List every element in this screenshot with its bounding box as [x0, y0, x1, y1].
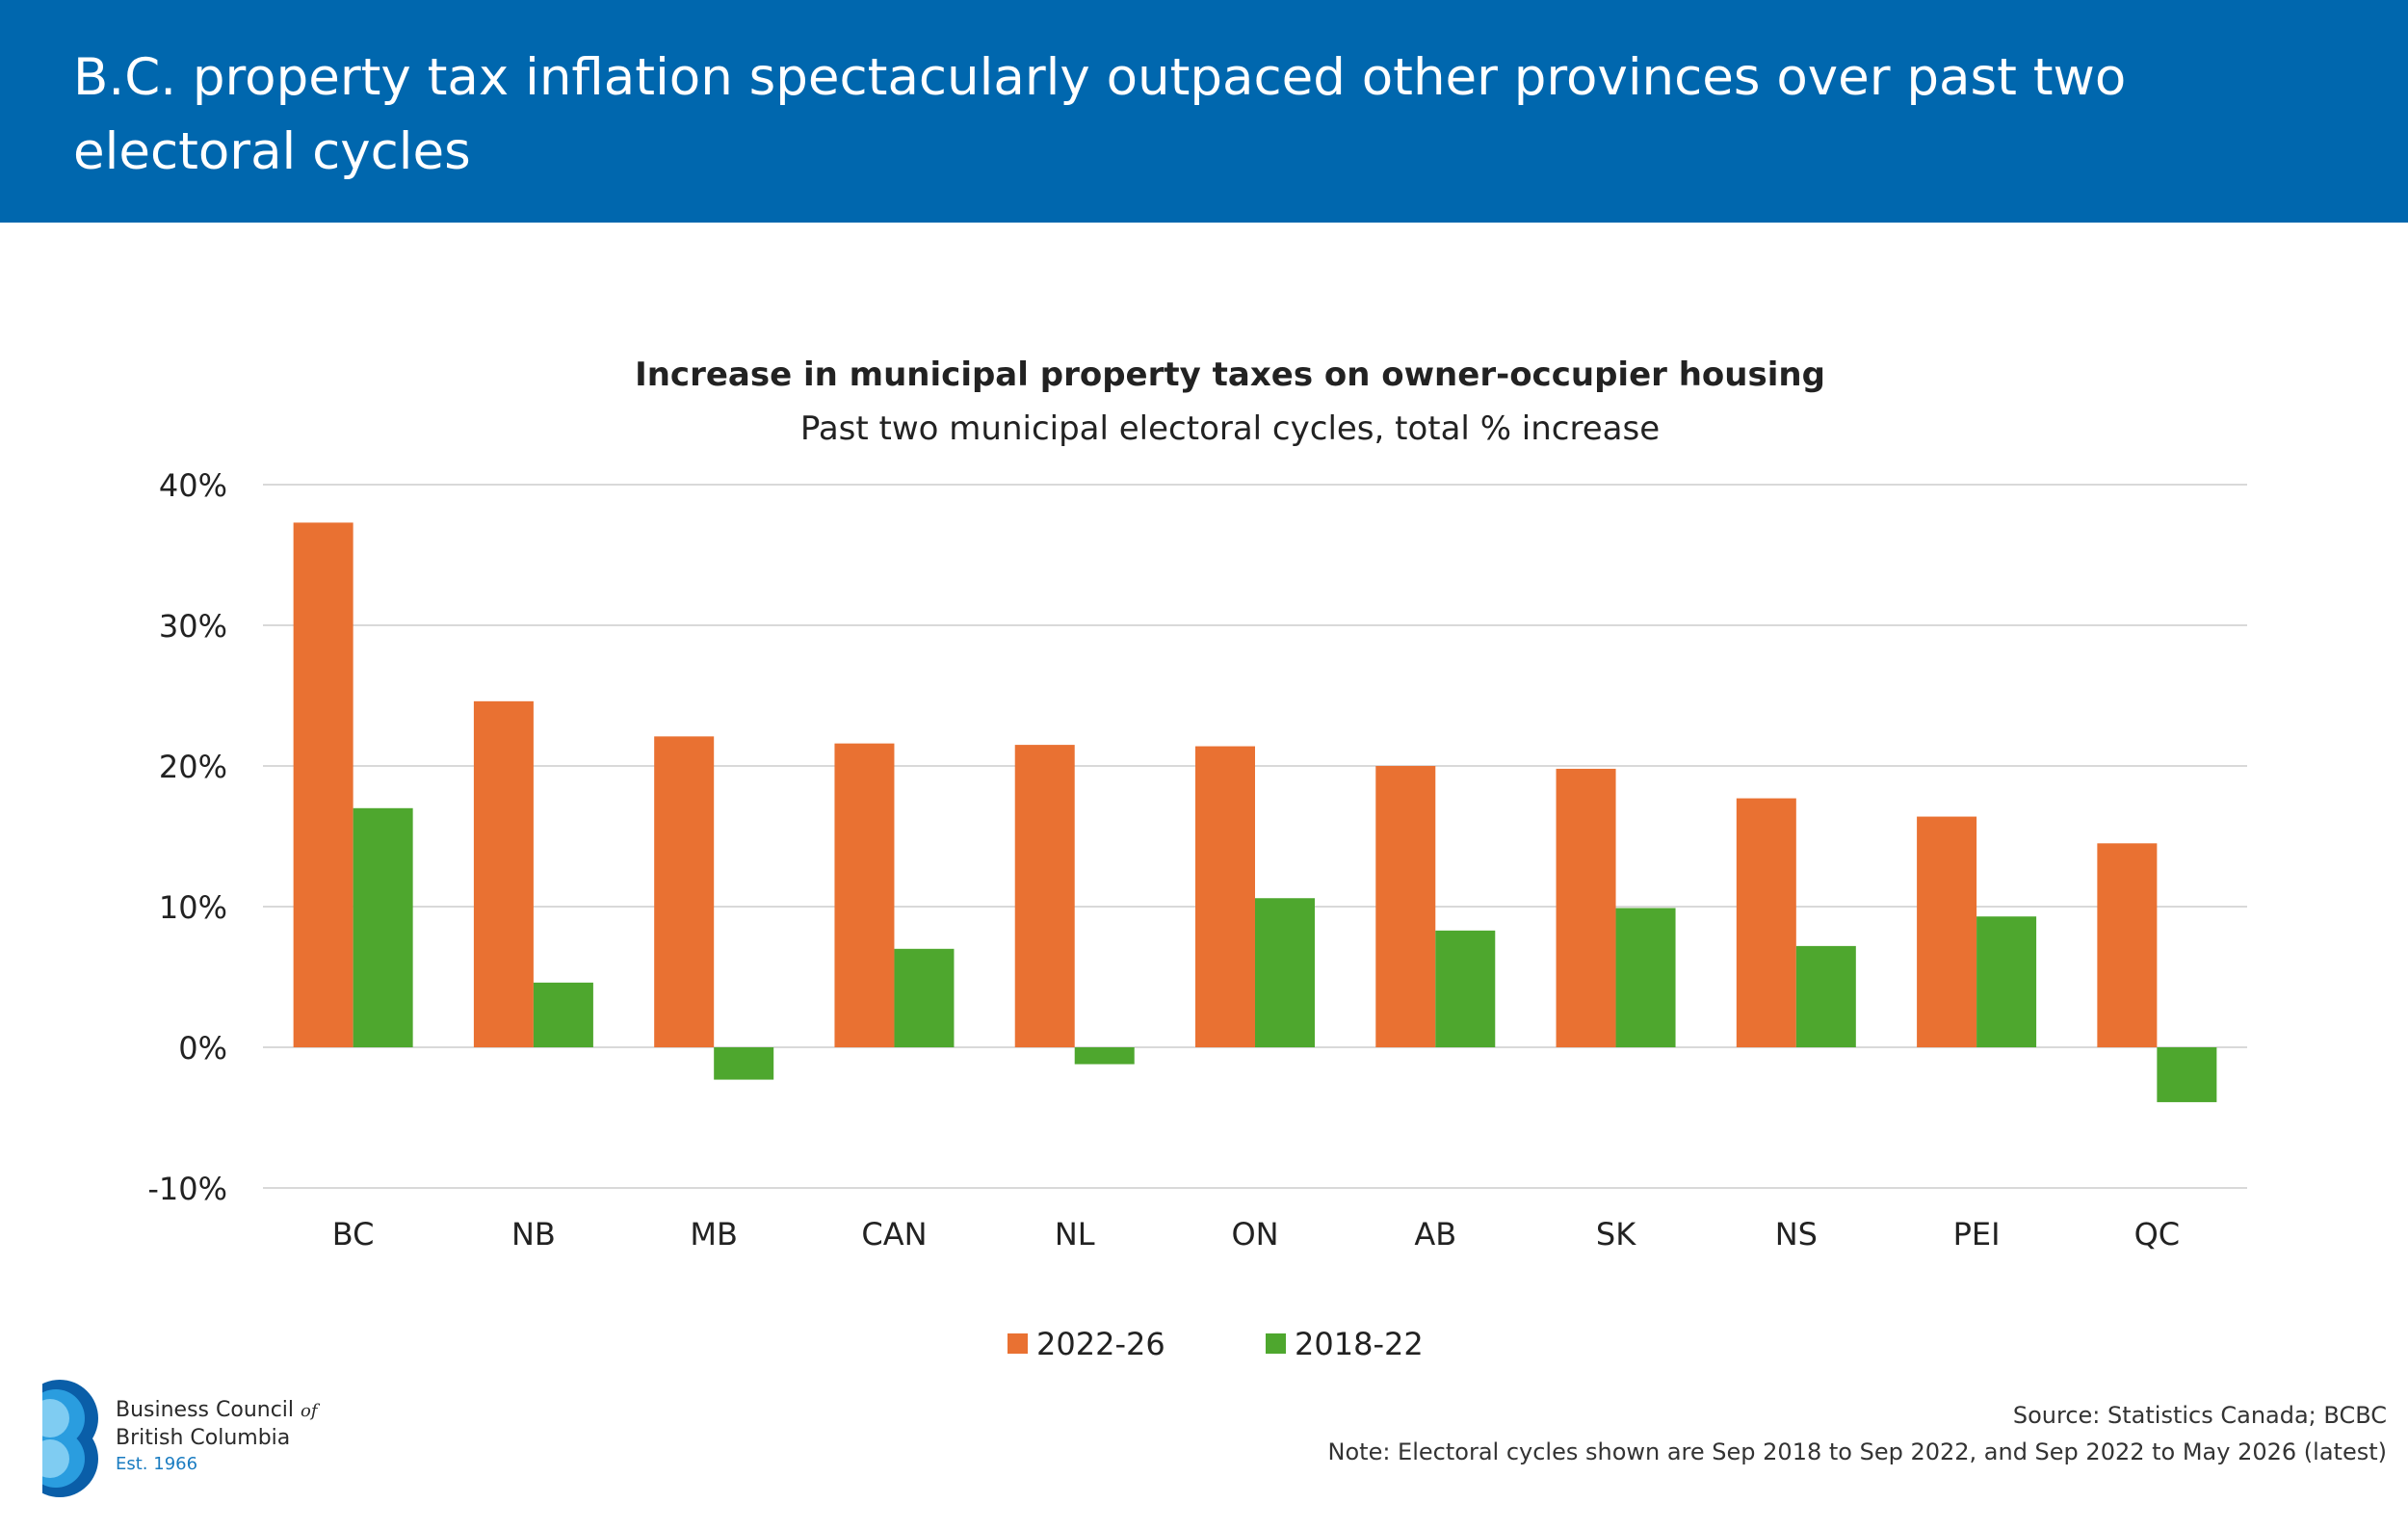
bar-pei-2018-22	[1976, 916, 2037, 1047]
x-tick-label: NB	[511, 1216, 556, 1253]
legend: 2022-26 2018-22	[1008, 1326, 1424, 1362]
x-tick-label: MB	[690, 1216, 738, 1253]
header-banner: B.C. property tax inflation spectacularl…	[0, 0, 2408, 223]
bar-nl-2022-26	[1014, 745, 1075, 1047]
bar-ab-2018-22	[1435, 930, 1496, 1047]
source-note: Source: Statistics Canada; BCBC	[2012, 1402, 2387, 1429]
bar-can-2018-22	[894, 948, 955, 1047]
page-title: B.C. property tax inflation spectacularl…	[73, 48, 2127, 181]
bar-ns-2022-26	[1736, 798, 1796, 1047]
x-axis: BC NB MB CAN NL ON AB SK NS PEI QC	[332, 1216, 2180, 1253]
legend-swatch	[1008, 1333, 1028, 1354]
x-tick-label: NS	[1775, 1216, 1818, 1253]
bar-can-2022-26	[834, 743, 895, 1047]
bar-pei-2022-26	[1917, 816, 1977, 1047]
x-tick-label: ON	[1231, 1216, 1278, 1253]
bar-sk-2022-26	[1556, 768, 1616, 1047]
y-tick-label: 30%	[159, 608, 227, 645]
bar-bc-2022-26	[293, 522, 353, 1047]
legend-label: 2022-26	[1036, 1326, 1165, 1362]
logo-established: Est. 1966	[116, 1454, 198, 1474]
bars	[293, 522, 2217, 1102]
bar-ab-2022-26	[1375, 766, 1436, 1047]
footnote: Note: Electoral cycles shown are Sep 201…	[1327, 1438, 2387, 1465]
y-tick-label: 40%	[159, 467, 227, 504]
x-tick-label: QC	[2134, 1216, 2181, 1253]
legend-swatch	[1266, 1333, 1286, 1354]
bar-on-2022-26	[1195, 746, 1255, 1047]
x-tick-label: PEI	[1953, 1216, 2001, 1253]
bar-bc-2018-22	[353, 807, 413, 1047]
x-tick-label: AB	[1414, 1216, 1456, 1253]
bcbc-logo-icon	[42, 1380, 98, 1497]
bar-nl-2018-22	[1074, 1047, 1135, 1065]
legend-label: 2018-22	[1295, 1326, 1424, 1362]
logo-text: Business Council of British Columbia Est…	[116, 1397, 318, 1477]
bar-chart: Increase in municipal property taxes on …	[147, 356, 2247, 1362]
chart-title: Increase in municipal property taxes on …	[635, 356, 1825, 394]
y-tick-label: 0%	[178, 1030, 227, 1067]
y-axis: -10% 0% 10% 20% 30% 40%	[147, 467, 227, 1207]
y-tick-label: 20%	[159, 749, 227, 785]
bar-on-2018-22	[1255, 898, 1315, 1047]
bar-mb-2018-22	[714, 1047, 774, 1080]
x-tick-label: CAN	[861, 1216, 927, 1253]
bar-mb-2022-26	[654, 736, 715, 1047]
chart-subtitle: Past two municipal electoral cycles, tot…	[800, 409, 1660, 448]
x-tick-label: SK	[1596, 1216, 1636, 1253]
y-tick-label: 10%	[159, 889, 227, 926]
bar-nb-2022-26	[473, 700, 534, 1047]
bar-nb-2018-22	[533, 982, 593, 1047]
x-tick-label: NL	[1055, 1216, 1095, 1253]
bar-qc-2018-22	[2157, 1047, 2217, 1102]
logo-name-line1: Business Council of	[116, 1398, 318, 1422]
logo-name-line2: British Columbia	[116, 1426, 291, 1450]
x-tick-label: BC	[332, 1216, 375, 1253]
bar-sk-2018-22	[1615, 908, 1676, 1047]
y-tick-label: -10%	[147, 1171, 227, 1207]
bar-qc-2022-26	[2097, 843, 2158, 1047]
bar-ns-2018-22	[1795, 945, 1856, 1047]
